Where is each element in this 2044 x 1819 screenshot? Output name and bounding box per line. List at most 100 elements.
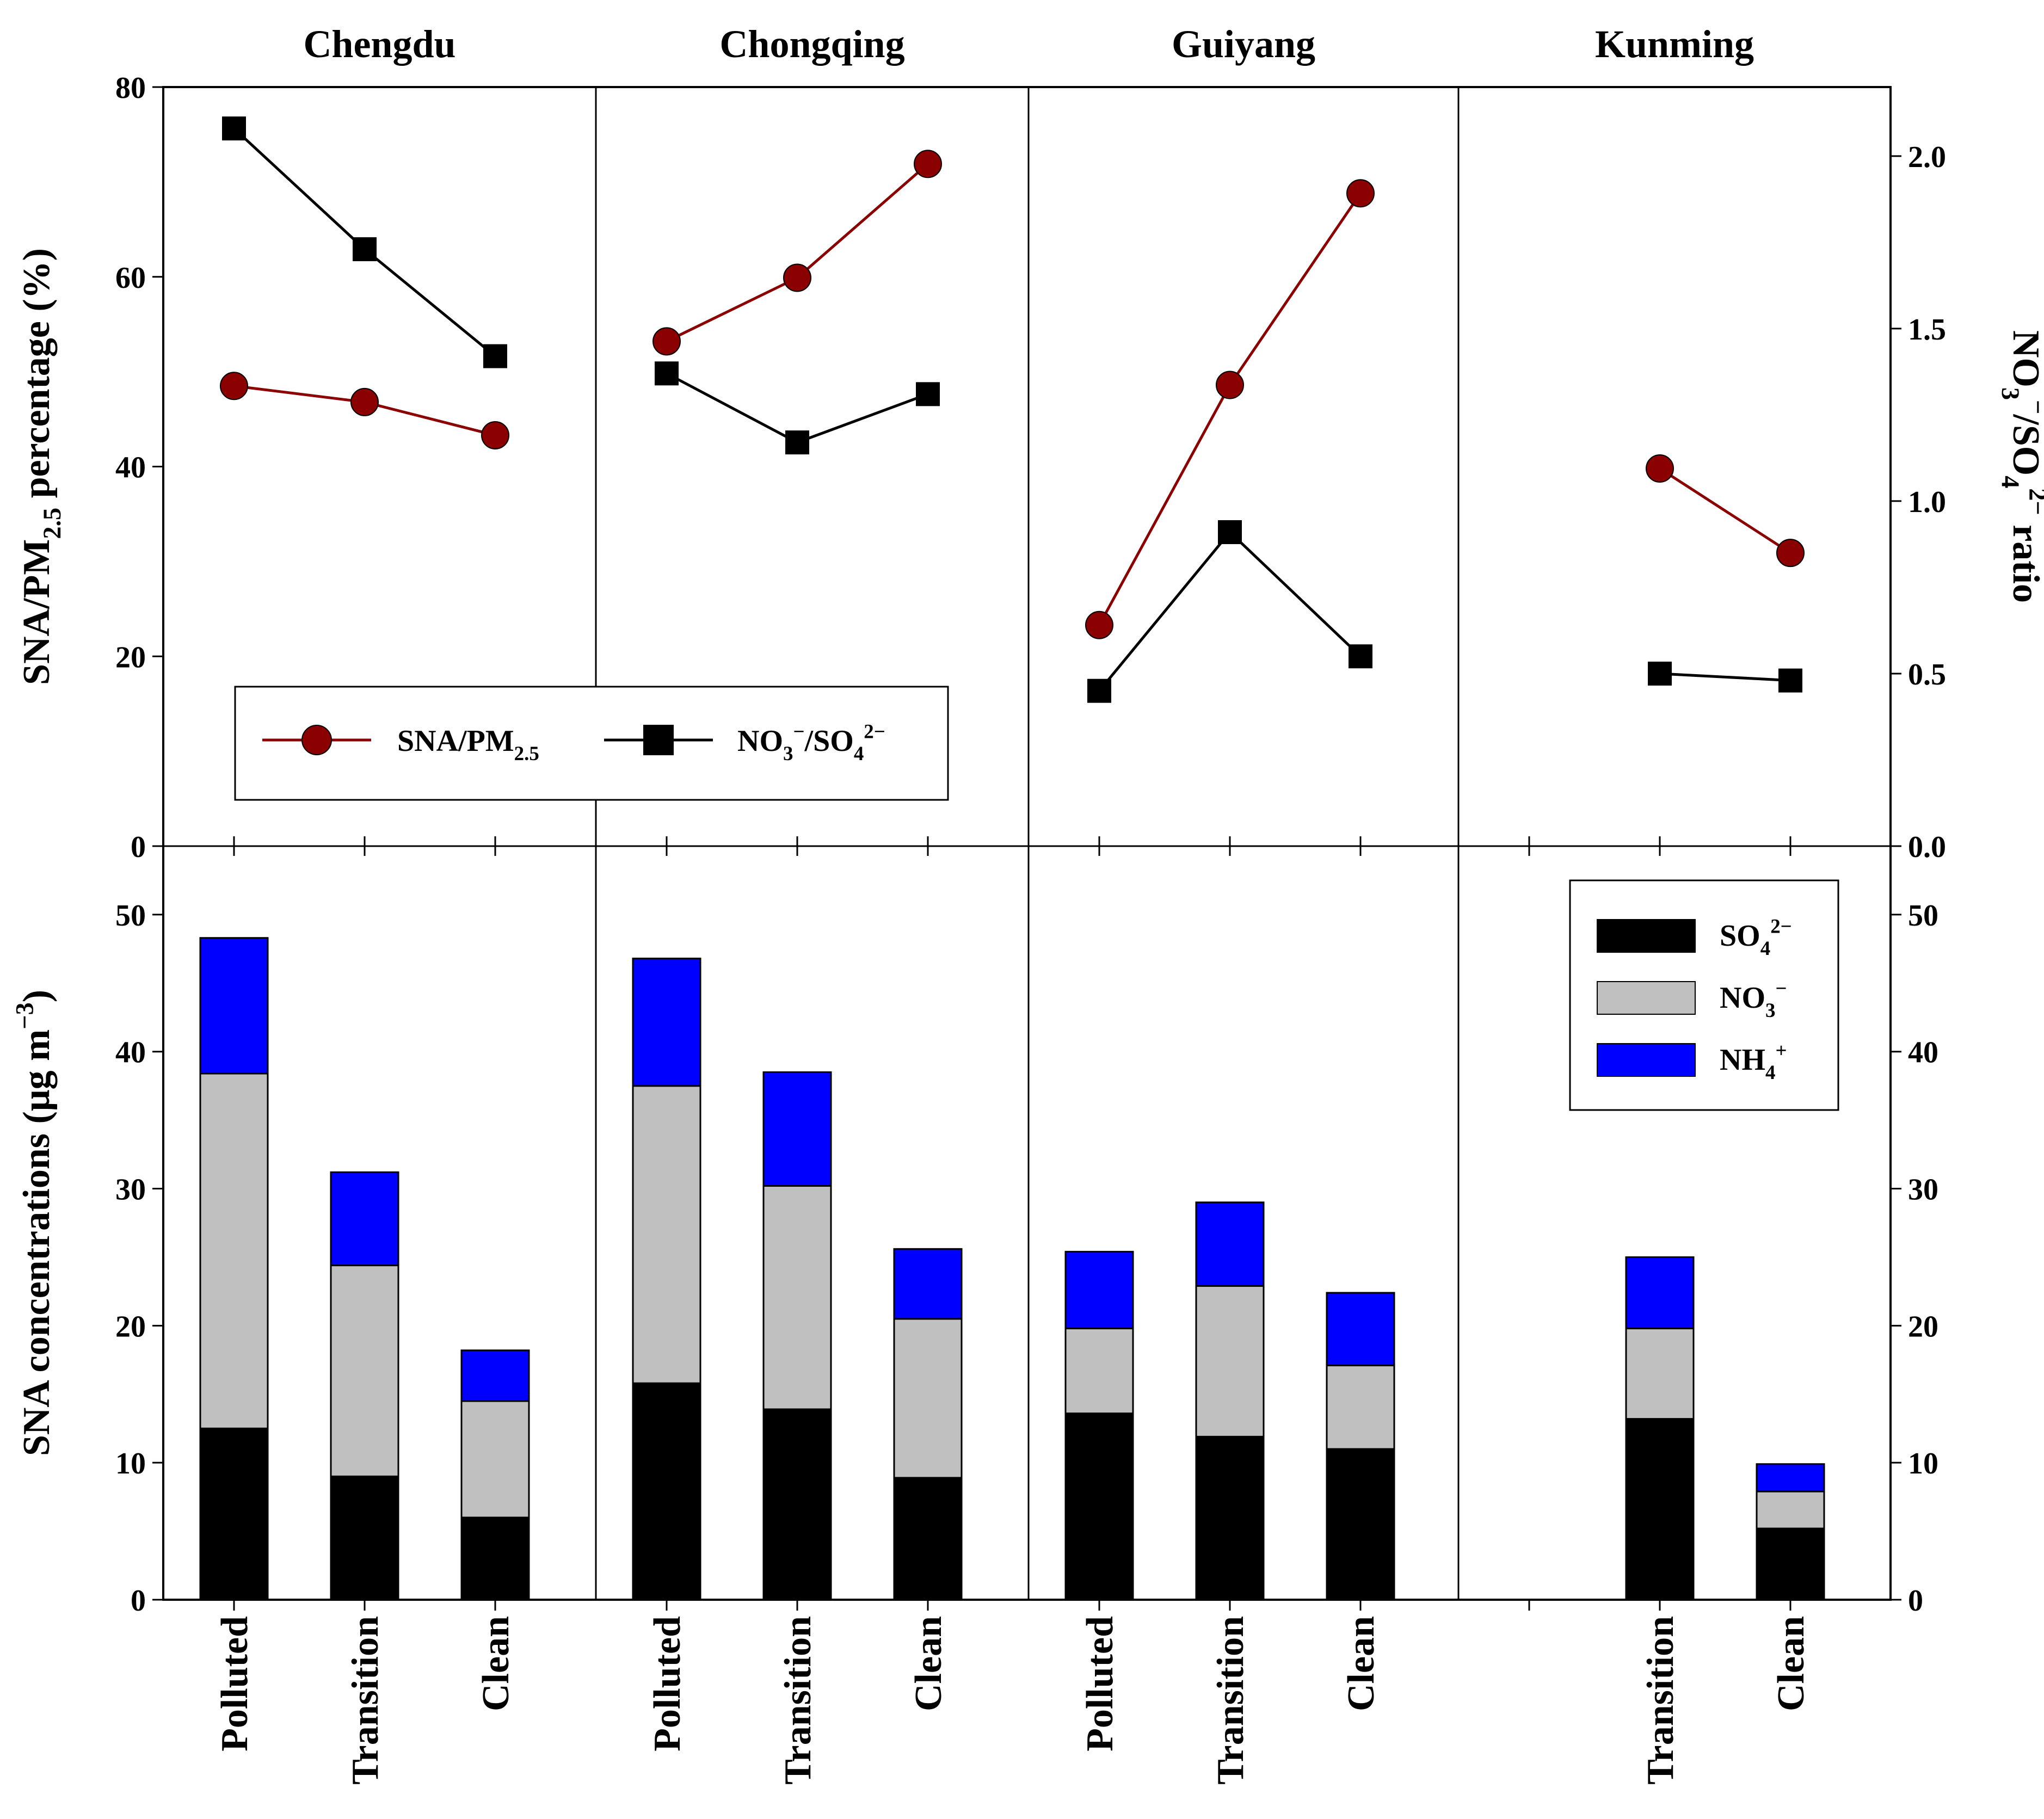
data-point	[1218, 520, 1242, 544]
bar-segment	[762, 1408, 832, 1601]
series-line	[1098, 530, 1362, 692]
bar-segment	[330, 1475, 399, 1601]
category-label: Transition	[344, 1616, 386, 1785]
bar-segment	[199, 1427, 269, 1601]
bar-segment	[632, 1382, 701, 1601]
bar-segment	[1195, 1285, 1265, 1438]
bar-segment	[893, 1477, 963, 1601]
bar-segment	[762, 1071, 832, 1187]
bar-segment	[460, 1516, 530, 1601]
category-label: Clean	[1340, 1616, 1382, 1711]
bar-segment	[893, 1248, 963, 1320]
bar-segment	[893, 1318, 963, 1479]
data-point	[1216, 371, 1244, 399]
ytick-label-left-top: 20	[115, 640, 146, 674]
plot-frame	[162, 86, 1892, 1601]
data-point	[1646, 454, 1674, 483]
legend-swatch-circle	[301, 725, 332, 755]
category-label: Clean	[1770, 1616, 1812, 1711]
bar-marks	[199, 937, 1825, 1601]
bar-segment	[1326, 1292, 1395, 1366]
bar-segment	[1195, 1201, 1265, 1287]
bar-segment	[1195, 1435, 1265, 1601]
ytick-label-right-top: 0.5	[1908, 658, 1946, 692]
data-point	[655, 361, 679, 386]
data-point	[353, 237, 377, 262]
legend-label: SO42−	[1720, 915, 1792, 959]
series-line	[1659, 672, 1791, 682]
category-label: Polluted	[214, 1616, 256, 1752]
series-line	[1098, 192, 1362, 626]
category-label: Clean	[475, 1616, 517, 1711]
legend-label-ratio: NO3−/SO42−	[737, 720, 885, 764]
bar-segment	[1625, 1327, 1695, 1420]
ytick-label-right-bottom: 10	[1908, 1447, 1938, 1481]
data-point	[652, 327, 681, 356]
ytick-label-left-bottom: 30	[115, 1173, 146, 1207]
bar-segment	[1064, 1327, 1134, 1415]
legend-top-box	[234, 686, 949, 801]
bar-segment	[632, 1085, 701, 1384]
category-label: Polluted	[1079, 1616, 1121, 1752]
legend-swatch	[1597, 981, 1696, 1015]
bar-segment	[762, 1185, 832, 1410]
data-point	[350, 387, 379, 416]
data-point	[220, 372, 248, 400]
ytick-label-right-bottom: 0	[1908, 1584, 1923, 1618]
city-labels: Chengdu Chongqing Guiyang Kunming	[303, 22, 1754, 66]
ytick-label-left-bottom: 40	[115, 1036, 146, 1070]
bar-segment	[1756, 1527, 1825, 1601]
category-labels: Polluted Transition Clean Polluted Transitio…	[214, 1616, 1812, 1785]
bar-segment	[1756, 1490, 1825, 1530]
ytick-label-right-top: 1.5	[1908, 313, 1946, 347]
ytick-label-right-bottom: 20	[1908, 1310, 1938, 1343]
data-point	[1778, 668, 1802, 693]
ytick-label-right-bottom: 50	[1908, 899, 1938, 933]
city-label-chongqing: Chongqing	[719, 22, 904, 66]
bar-segment	[330, 1265, 399, 1477]
bar-segment	[199, 937, 269, 1075]
ytick-label-left-bottom: 10	[115, 1447, 146, 1481]
ytick-label-left-top: 60	[115, 261, 146, 295]
legend-swatch	[1597, 1043, 1696, 1077]
legend-label: NO3−	[1720, 977, 1787, 1021]
category-label: Clean	[908, 1616, 950, 1711]
data-point	[783, 263, 811, 292]
city-label-guiyang: Guiyang	[1172, 22, 1315, 66]
ytick-label-left-bottom: 50	[115, 899, 146, 933]
bar-segment	[1625, 1418, 1695, 1601]
legend-label-sna: SNA/PM2.5	[397, 724, 539, 764]
data-point	[1349, 644, 1372, 669]
data-point	[1346, 179, 1375, 208]
city-label-kunming: Kunming	[1595, 22, 1754, 66]
bar-segment	[1326, 1364, 1395, 1450]
axes: 0 20 40 60 80 0.0 0.5 1.0 1.5 2.0 0 10 10 20 20 30 30 40 4…	[11, 71, 2044, 1618]
panel-frames	[162, 86, 1892, 1601]
data-point	[914, 150, 942, 178]
legend-swatch	[1597, 919, 1696, 953]
ytick-label-right-top: 2.0	[1908, 140, 1946, 174]
data-point	[1648, 661, 1672, 686]
bar-segment	[1064, 1250, 1134, 1329]
ytick-label-left-top: 40	[115, 451, 146, 485]
data-point	[1776, 539, 1805, 568]
category-label: Transition	[1210, 1616, 1252, 1785]
ytick-label-left-top: 0	[131, 830, 146, 864]
data-point	[481, 421, 509, 449]
bar-segment	[632, 957, 701, 1087]
data-point	[1087, 679, 1111, 703]
ytick-label-right-bottom: 30	[1908, 1173, 1938, 1207]
data-point	[483, 344, 507, 368]
city-label-chengdu: Chengdu	[303, 22, 455, 66]
legend-label: NH4+	[1720, 1039, 1787, 1083]
ylabel-bottom: SNA concentrations (μg m−3)	[11, 990, 58, 1456]
category-label: Transition	[1640, 1616, 1682, 1785]
bar-segment	[1756, 1463, 1825, 1493]
ylabel-right-top: NO3−/SO42− ratio	[1997, 330, 2044, 603]
ylabel-left-top: SNA/PM2.5 percentage (%)	[16, 248, 66, 685]
bar-segment	[330, 1171, 399, 1267]
bar-segment	[460, 1400, 530, 1519]
bar-segment	[1326, 1448, 1395, 1601]
data-point	[222, 116, 246, 141]
bar-segment	[1064, 1413, 1134, 1601]
